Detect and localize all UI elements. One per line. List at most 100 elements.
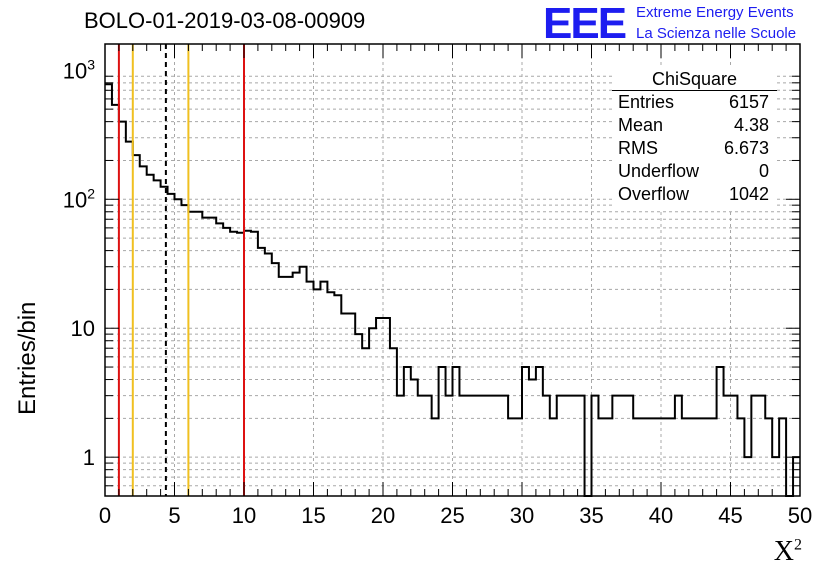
histogram-bin	[168, 194, 175, 496]
histogram-bin	[327, 292, 334, 496]
histogram-bin	[314, 289, 321, 496]
histogram-bin	[487, 396, 494, 496]
histogram-bin	[223, 228, 230, 496]
histogram-bin	[216, 223, 223, 496]
histogram-bin	[494, 396, 501, 496]
histogram-bin	[307, 282, 314, 496]
histogram-bin	[557, 396, 564, 496]
y-tick-label: 103	[63, 56, 95, 83]
histogram-bin	[626, 396, 633, 496]
stats-value: 0	[758, 161, 769, 181]
logo-caption: Extreme Energy Events La Scienza nelle S…	[636, 2, 796, 44]
grid-lines	[104, 44, 801, 497]
histogram-bin	[418, 396, 425, 496]
histogram-bin	[731, 396, 738, 496]
x-tick-label: 15	[301, 503, 325, 528]
histogram-bin	[320, 282, 327, 496]
x-axis-label-text: X	[773, 536, 794, 567]
histogram-bin	[147, 175, 154, 496]
stats-row-rms: RMS 6.673	[612, 137, 777, 160]
plot-axes: 0 5 10 15 20 25 30 35 40 45 50 1 10 102 103	[63, 43, 812, 528]
histogram-bin	[612, 396, 619, 496]
x-tick-label: 10	[232, 503, 256, 528]
y-tick-label: 1	[83, 445, 95, 470]
histogram-bin	[258, 248, 265, 496]
stats-row-overflow: Overflow 1042	[612, 183, 777, 206]
eee-logo: EEE	[543, 0, 627, 48]
x-tick-label: 0	[99, 503, 111, 528]
stats-value: 4.38	[733, 115, 769, 135]
threshold-lines	[117, 44, 245, 496]
histogram-bin	[105, 84, 112, 496]
histogram-bin	[751, 396, 758, 496]
histogram-bins	[105, 83, 800, 497]
histogram-bin	[369, 328, 376, 496]
histogram-bin	[473, 396, 480, 496]
histogram-bin	[397, 396, 404, 496]
histogram-bin	[175, 199, 182, 496]
y-tick-label: 10	[71, 316, 95, 341]
x-tick-label: 45	[718, 503, 742, 528]
histogram-bin	[355, 334, 362, 496]
histogram-bin	[466, 396, 473, 496]
histogram-bin	[758, 396, 765, 496]
logo-line-2: La Scienza nelle Scuole	[636, 25, 797, 42]
histogram-bin	[592, 396, 599, 496]
stats-box: ChiSquare Entries 6157 Mean 4.38 RMS 6.6…	[612, 68, 777, 210]
stats-row-underflow: Underflow 0	[612, 160, 777, 183]
histogram-bin	[459, 396, 466, 496]
stats-value: 6.673	[723, 138, 769, 158]
x-tick-label: 50	[788, 503, 812, 528]
histogram-bin	[529, 380, 536, 496]
histogram-bin	[480, 396, 487, 496]
histogram-bin	[244, 231, 251, 496]
histogram-bin	[411, 380, 418, 496]
stats-label: RMS	[618, 138, 658, 158]
x-tick-label: 40	[649, 503, 673, 528]
y-axis-label-wrap: Entries/bin	[6, 180, 41, 415]
stats-label: Underflow	[618, 161, 700, 181]
y-tick-label: 102	[63, 185, 95, 212]
histogram-bin	[501, 396, 508, 496]
histogram-bin	[578, 396, 585, 496]
stats-row-mean: Mean 4.38	[612, 114, 777, 137]
histogram-bin	[237, 233, 244, 496]
x-axis-label: X2	[774, 536, 802, 568]
stats-value: 1042	[728, 184, 769, 204]
histogram-bin	[251, 232, 258, 496]
x-tick-label: 25	[440, 503, 464, 528]
x-tick-label: 30	[510, 503, 534, 528]
stats-row-entries: Entries 6157	[612, 91, 777, 114]
histogram-bin	[181, 205, 188, 496]
y-axis-label: Entries/bin	[14, 301, 41, 415]
x-tick-label: 35	[579, 503, 603, 528]
histogram-bin	[362, 348, 369, 496]
histogram-outline	[105, 83, 800, 497]
histogram-bin	[140, 166, 147, 496]
histogram-bin	[675, 396, 682, 496]
logo-line-1: Extreme Energy Events	[636, 4, 794, 21]
histogram-bin	[293, 273, 300, 496]
x-axis-label-superscript: 2	[794, 536, 802, 554]
histogram-bin	[390, 348, 397, 496]
x-tick-label: 20	[371, 503, 395, 528]
histogram-bin	[195, 212, 202, 496]
stats-label: Overflow	[618, 184, 690, 204]
histogram-bin	[619, 396, 626, 496]
plot-frame	[104, 43, 801, 497]
histogram-bin	[230, 232, 237, 496]
histogram-bin	[543, 396, 550, 496]
histogram-bin	[300, 267, 307, 496]
stats-label: Mean	[618, 115, 664, 135]
histogram-bin	[724, 396, 731, 496]
histogram-bin	[112, 105, 119, 496]
stats-label: Entries	[618, 92, 675, 112]
histogram-bin	[133, 155, 140, 496]
x-tick-label: 5	[168, 503, 180, 528]
histogram-bin	[425, 396, 432, 496]
histogram-bin	[446, 396, 453, 496]
stats-title: ChiSquare	[612, 68, 777, 91]
histogram-bin	[119, 122, 126, 496]
stats-value: 6157	[728, 92, 769, 112]
